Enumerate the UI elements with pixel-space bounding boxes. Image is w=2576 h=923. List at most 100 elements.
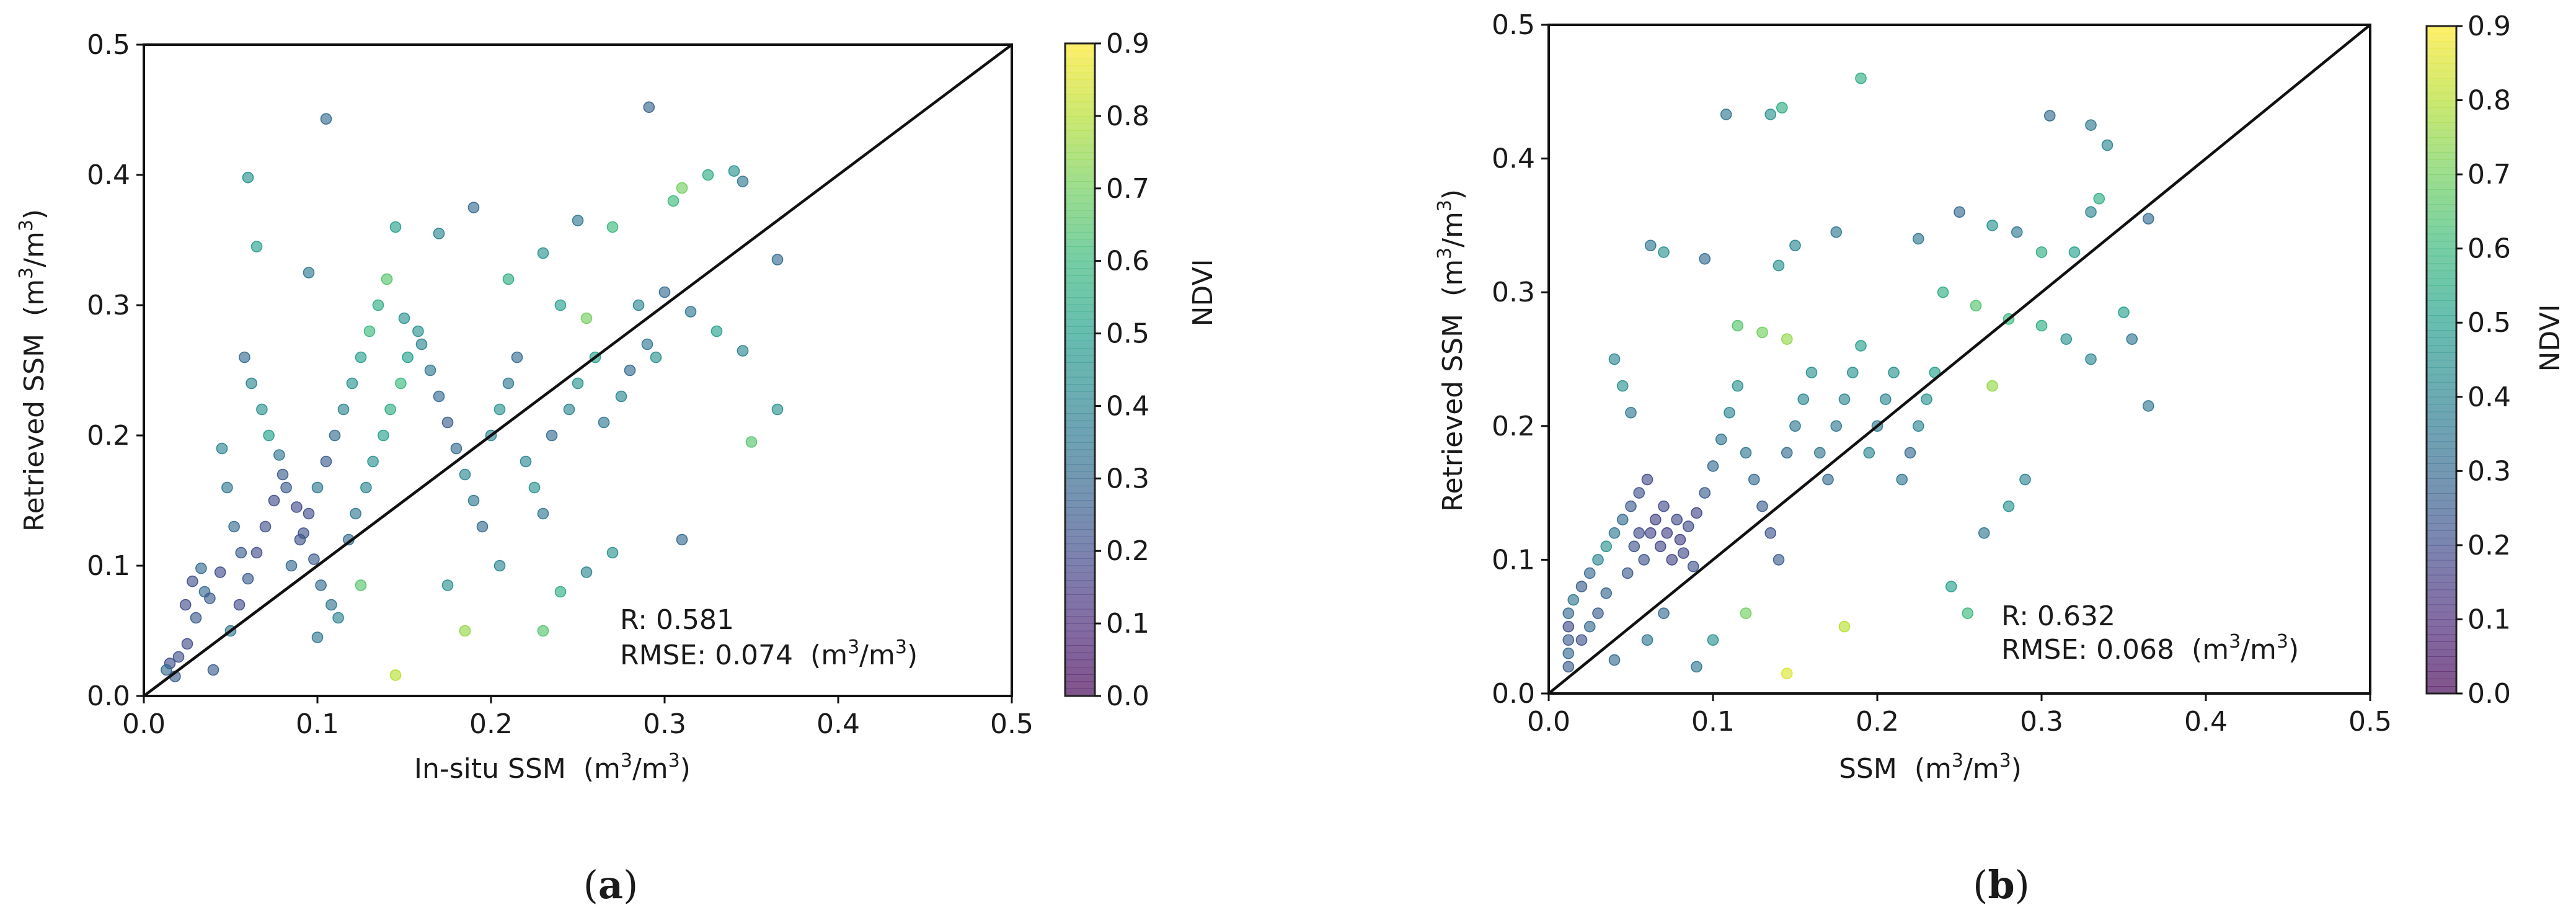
panel-a-colorbar-segment [1065, 573, 1095, 581]
panel-b-data-point [1628, 540, 1640, 553]
panel-b-colorbar-segment [2427, 649, 2456, 657]
panel-b-y-ticks: 0.0 0.1 0.2 0.3 0.4 0.5 [1492, 9, 1549, 710]
panel-a-y-ticks: 0.0 0.1 0.2 0.3 0.4 0.5 [87, 29, 144, 712]
panel-a-colorbar-segment [1065, 384, 1095, 392]
panel-b-colorbar-segment [2427, 582, 2456, 591]
panel-b-data-point [1740, 447, 1752, 459]
panel-a-colorbar [1065, 43, 1095, 697]
panel-a-colorbar-segment [1065, 50, 1095, 58]
panel-b-data-point [1830, 420, 1843, 432]
panel-a-data-point [745, 436, 758, 448]
panel-b-data-point [1724, 406, 1735, 419]
panel-a-data-point [239, 351, 250, 363]
panel-a-data-point [311, 631, 324, 643]
panel-b-colorbar-segment [2427, 152, 2456, 160]
panel-b-data-point [1707, 634, 1719, 646]
panel-a-caption-close: ) [623, 862, 638, 907]
panel-a-data-point [259, 520, 272, 533]
panel-b-data-point [1986, 380, 1998, 392]
panel-a-colorbar-segment [1065, 72, 1095, 81]
panel-a-data-point [337, 403, 350, 416]
panel-a-colorbar-segment [1065, 58, 1095, 66]
panel-b-colorbar-label: NDVI [2534, 304, 2566, 372]
panel-b-data-point [1645, 239, 1657, 252]
panel-b-rmse-unit-close: ) [2288, 634, 2299, 666]
panel-a-colorbar-segment [1065, 246, 1095, 254]
panel-b-data-point [1962, 607, 1974, 619]
panel-a-colorbar-segment [1065, 319, 1095, 327]
panel-b-data-point [2085, 206, 2097, 218]
panel-a-colorbar-segment [1065, 406, 1095, 414]
panel-a-colorbar-tick-label: 0.7 [1106, 173, 1149, 205]
panel-b-colorbar-segment [2427, 352, 2456, 360]
panel-b-colorbar-segment [2427, 70, 2456, 79]
panel-b-colorbar-segment [2427, 493, 2456, 501]
panel-a-colorbar-tick-label: 0.4 [1106, 390, 1149, 422]
panel-b-points [1562, 72, 2154, 679]
panel-b-data-point [1625, 406, 1637, 419]
panel-a-colorbar-segment [1065, 174, 1095, 182]
panel-b-data-point [1978, 527, 1990, 539]
panel-a-data-point [221, 481, 233, 494]
panel-a-data-point [537, 625, 549, 637]
panel-b-data-point [1699, 252, 1711, 265]
panel-b-data-point [1715, 434, 1727, 445]
panel-a-colorbar-segment [1065, 543, 1095, 551]
panel-b-y-axis-title: Retrieved SSM [1437, 314, 1469, 512]
panel-a-y-unit-exp2: 3 [15, 220, 37, 231]
panel-a-y-unit-mid: /m [19, 231, 50, 267]
panel-b-data-point [1575, 634, 1588, 646]
panel-a-data-point [554, 586, 567, 598]
panel-a-colorbar-segment [1065, 297, 1095, 305]
panel-b-data-point [1748, 473, 1760, 486]
panel-a-colorbar-segment [1065, 667, 1095, 675]
panel-a-x-axis-title: In-situ SSM [414, 753, 566, 785]
panel-b-data-point [1764, 109, 1777, 120]
panel-b-data-point [1621, 567, 1634, 579]
panel-a-data-point [367, 455, 379, 468]
panel-a-colorbar-segment [1065, 616, 1095, 624]
panel-a-data-point [476, 520, 489, 533]
panel-a-data-point [606, 221, 619, 233]
panel-a-data-point [511, 351, 523, 363]
panel-a-data-point [363, 325, 376, 337]
panel-a-colorbar-segment [1065, 65, 1095, 73]
panel-a-colorbar-segment [1065, 225, 1095, 233]
panel-a-y-tick-label: 0.2 [87, 420, 130, 452]
panel-b-colorbar-segment [2427, 560, 2456, 568]
panel-b-data-point [1600, 587, 1613, 599]
panel-a-colorbar-segment [1065, 478, 1095, 486]
panel-a-colorbar-tick-label: 0.2 [1106, 535, 1149, 567]
panel-b-data-point [1658, 607, 1670, 619]
panel-a-colorbar-segment [1065, 130, 1095, 138]
panel-b-colorbar-segment [2427, 130, 2456, 138]
panel-b-data-point [1954, 206, 1965, 218]
panel-a-data-point [325, 599, 337, 611]
panel-b-rmse-value: RMSE: 0.068 [2001, 634, 2174, 666]
panel-a-colorbar-segment [1065, 463, 1095, 472]
panel-b-data-point [1863, 447, 1875, 459]
panel-a-colorbar-segment [1065, 398, 1095, 407]
panel-b-colorbar-segment [2427, 145, 2456, 153]
panel-b-colorbar-segment [2427, 196, 2456, 205]
panel-a-colorbar-segment [1065, 261, 1095, 269]
panel-b-data-point [1781, 667, 1793, 679]
panel-a-data-point [606, 546, 619, 559]
panel-b-data-point [1645, 527, 1657, 539]
panel-b-rmse-unit-exp2: 3 [2277, 631, 2288, 653]
panel-b-colorbar-segment [2427, 656, 2456, 664]
panel-b-colorbar-segment [2427, 463, 2456, 471]
panel-a-data-point [467, 494, 480, 507]
panel-b-colorbar-segment [2427, 256, 2456, 264]
panel-a-colorbar-segment [1065, 203, 1095, 211]
panel-a-data-point [676, 182, 688, 194]
panel-b-x-unit-mid: /m [1963, 753, 1999, 785]
panel-a-colorbar-segment [1065, 471, 1095, 479]
panel-b-colorbar [2427, 26, 2456, 694]
panel-b-data-point [1583, 620, 1596, 633]
panel-b-colorbar-segment [2427, 545, 2456, 553]
panel-a-colorbar-segment [1065, 638, 1095, 646]
panel-b-data-point [1567, 594, 1580, 606]
panel-a-colorbar-tick-label: 0.6 [1106, 246, 1149, 277]
panel-b-colorbar-segment [2427, 241, 2456, 249]
